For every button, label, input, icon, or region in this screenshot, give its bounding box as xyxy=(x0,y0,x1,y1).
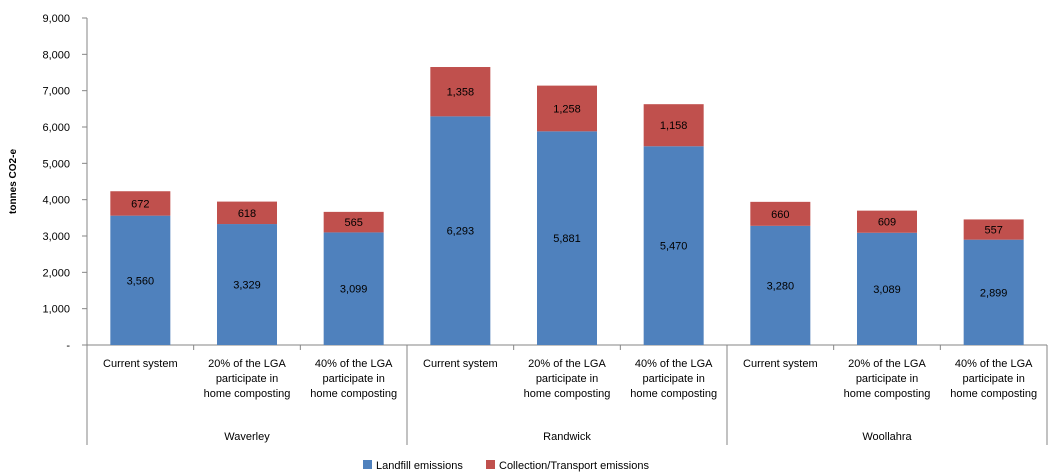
y-tick-label: 2,000 xyxy=(42,267,70,279)
group-label: Woollahra xyxy=(862,431,912,443)
group-label: Randwick xyxy=(543,431,591,443)
bar-landfill xyxy=(963,239,1024,345)
y-axis-ticks: - 1,000 2,000 3,000 4,000 5,000 6,000 7,000 8,00… xyxy=(42,13,87,352)
category-label: home composting xyxy=(630,388,717,400)
data-label: 2,899 xyxy=(980,287,1008,299)
category-label: 20% of the LGA xyxy=(208,358,286,370)
data-label: 3,560 xyxy=(127,275,155,287)
data-label: 618 xyxy=(238,208,256,220)
bar-landfill xyxy=(537,131,597,345)
y-tick-label: 4,000 xyxy=(42,195,70,207)
bar-landfill xyxy=(750,225,811,345)
y-axis-title: tonnes CO2-e xyxy=(8,149,19,214)
category-label: participate in xyxy=(856,373,918,385)
legend-label: Landfill emissions xyxy=(376,460,463,472)
category-label: participate in xyxy=(536,373,598,385)
category-label: participate in xyxy=(216,373,278,385)
x-axis-labels: Current system 20% of the LGA participate … xyxy=(86,345,1048,445)
data-label: 660 xyxy=(771,209,789,221)
legend-swatch xyxy=(486,460,495,469)
bar-landfill xyxy=(323,232,384,345)
bar-collection-transport xyxy=(110,191,171,216)
data-label: 3,329 xyxy=(233,280,261,292)
y-tick-label: 6,000 xyxy=(42,122,70,134)
category-label: participate in xyxy=(962,373,1024,385)
category-label: participate in xyxy=(322,373,384,385)
data-label: 3,089 xyxy=(873,284,901,296)
bar-collection-transport xyxy=(537,85,597,132)
data-label: 3,099 xyxy=(340,284,368,296)
data-label: 672 xyxy=(131,198,149,210)
y-tick-label: 9,000 xyxy=(42,13,70,25)
y-tick-label: 5,000 xyxy=(42,158,70,170)
y-tick-label: 1,000 xyxy=(42,304,70,316)
bar-landfill xyxy=(430,116,491,345)
category-label: 40% of the LGA xyxy=(635,358,713,370)
data-label: 1,158 xyxy=(660,120,688,132)
y-tick-label: - xyxy=(66,340,70,352)
bar-landfill xyxy=(110,215,171,345)
data-label: 3,280 xyxy=(767,280,795,292)
category-label: 20% of the LGA xyxy=(848,358,926,370)
category-label: home composting xyxy=(204,388,291,400)
data-label: 1,358 xyxy=(447,87,475,99)
group-label: Waverley xyxy=(224,431,270,443)
data-label: 5,470 xyxy=(660,241,688,253)
y-tick-label: 8,000 xyxy=(42,49,70,61)
legend: Landfill emissions Collection/Transport e… xyxy=(363,460,649,472)
bar-collection-transport xyxy=(430,67,491,117)
category-label: 20% of the LGA xyxy=(528,358,606,370)
bar-landfill xyxy=(857,232,917,345)
bar-collection-transport xyxy=(963,219,1024,240)
y-tick-label: 3,000 xyxy=(42,231,70,243)
bar-collection-transport xyxy=(750,201,811,226)
data-label: 557 xyxy=(984,225,1002,237)
bar-landfill xyxy=(643,146,704,345)
bar-collection-transport xyxy=(323,211,384,233)
bars: 3,560 672 3,329 618 3,099 565 6,293 1,358 5,881 1… xyxy=(110,67,1024,345)
bar-collection-transport xyxy=(857,210,917,233)
category-label: home composting xyxy=(310,388,397,400)
category-label: home composting xyxy=(844,388,931,400)
data-label: 565 xyxy=(344,217,362,229)
y-tick-label: 7,000 xyxy=(42,86,70,98)
bar-landfill xyxy=(217,224,277,345)
data-label: 5,881 xyxy=(553,233,581,245)
data-label: 609 xyxy=(878,217,896,229)
category-label: home composting xyxy=(524,388,611,400)
category-label: home composting xyxy=(950,388,1037,400)
legend-swatch xyxy=(363,460,372,469)
category-label: Current system xyxy=(743,358,818,370)
category-label: 40% of the LGA xyxy=(955,358,1033,370)
category-label: Current system xyxy=(103,358,178,370)
category-label: 40% of the LGA xyxy=(315,358,393,370)
category-label: participate in xyxy=(642,373,704,385)
legend-label: Collection/Transport emissions xyxy=(499,460,649,472)
category-label: Current system xyxy=(423,358,498,370)
bar-collection-transport xyxy=(217,201,277,225)
data-label: 1,258 xyxy=(553,103,581,115)
bar-collection-transport xyxy=(643,104,704,147)
y-axis-title-group: tonnes CO2-e xyxy=(8,149,19,214)
data-label: 6,293 xyxy=(447,226,475,238)
